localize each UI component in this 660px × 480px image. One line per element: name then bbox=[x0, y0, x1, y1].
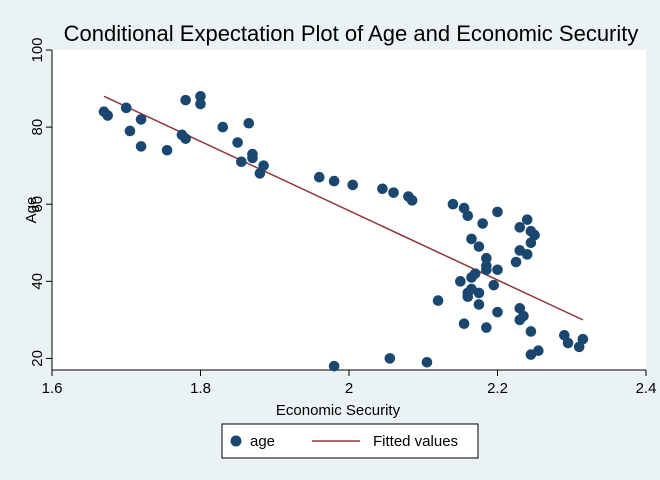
data-point bbox=[477, 218, 488, 229]
data-point bbox=[462, 291, 474, 303]
data-point bbox=[232, 137, 243, 148]
data-point bbox=[328, 360, 340, 372]
x-axis-label: Economic Security bbox=[276, 402, 401, 419]
x-tick-label: 2 bbox=[345, 380, 353, 397]
data-point bbox=[514, 303, 526, 314]
data-point bbox=[473, 241, 485, 252]
legend-label-fitted: Fitted values bbox=[373, 433, 458, 450]
data-point bbox=[481, 322, 492, 333]
y-tick-label: 20 bbox=[29, 350, 46, 367]
data-point bbox=[388, 187, 399, 198]
data-point bbox=[458, 318, 470, 330]
x-tick-label: 1.8 bbox=[190, 380, 211, 397]
data-point bbox=[124, 125, 136, 137]
data-point bbox=[406, 195, 418, 206]
data-point bbox=[347, 179, 359, 191]
data-point bbox=[462, 210, 474, 222]
data-point bbox=[421, 356, 433, 368]
data-point bbox=[195, 98, 206, 110]
data-point bbox=[492, 306, 503, 318]
data-point bbox=[217, 121, 229, 133]
data-point bbox=[473, 287, 485, 299]
data-point bbox=[492, 264, 503, 276]
data-point bbox=[447, 198, 459, 210]
data-point bbox=[577, 333, 589, 345]
data-point bbox=[135, 114, 147, 125]
data-point bbox=[525, 326, 537, 337]
data-point bbox=[243, 117, 255, 129]
data-point bbox=[377, 183, 388, 195]
y-tick-label: 60 bbox=[29, 196, 46, 213]
x-axis-ticks: 1.6 1.8 2 2.2 2.4 bbox=[42, 370, 657, 397]
data-point bbox=[135, 141, 147, 152]
data-point bbox=[384, 353, 396, 364]
data-point bbox=[161, 144, 173, 156]
data-point bbox=[314, 171, 325, 183]
data-point bbox=[488, 279, 500, 291]
data-point bbox=[525, 237, 537, 249]
data-point bbox=[514, 245, 526, 256]
data-point bbox=[120, 102, 132, 114]
data-point bbox=[492, 206, 503, 218]
data-point bbox=[258, 160, 269, 171]
x-tick-label: 2.4 bbox=[636, 380, 657, 397]
data-point bbox=[180, 133, 191, 144]
legend-label-age: age bbox=[250, 433, 275, 450]
legend: age Fitted values bbox=[221, 423, 479, 459]
data-point bbox=[521, 214, 533, 225]
data-point bbox=[533, 345, 544, 357]
age-series bbox=[98, 90, 589, 372]
x-tick-label: 2.2 bbox=[487, 380, 508, 397]
chart-title: Conditional Expectation Plot of Age and … bbox=[64, 21, 639, 46]
data-point bbox=[236, 156, 247, 168]
y-axis-label: Age bbox=[23, 197, 40, 224]
data-point bbox=[102, 110, 113, 121]
y-tick-label: 80 bbox=[29, 119, 46, 136]
x-tick-label: 1.6 bbox=[42, 380, 63, 397]
y-tick-label: 40 bbox=[29, 273, 46, 290]
data-point bbox=[466, 233, 477, 245]
data-point bbox=[473, 299, 485, 310]
data-point bbox=[514, 222, 526, 233]
legend-marker-age bbox=[230, 435, 242, 447]
data-point bbox=[328, 175, 340, 187]
data-point bbox=[432, 295, 444, 306]
data-point bbox=[510, 256, 522, 268]
data-point bbox=[481, 252, 492, 264]
data-point bbox=[247, 152, 258, 164]
y-tick-label: 100 bbox=[29, 37, 46, 62]
data-point bbox=[562, 337, 574, 349]
data-point bbox=[469, 268, 481, 279]
data-point bbox=[180, 94, 191, 106]
data-point bbox=[455, 276, 466, 287]
data-point bbox=[195, 90, 206, 102]
data-point bbox=[481, 260, 492, 272]
y-axis-ticks: 20 40 60 80 100 bbox=[29, 37, 52, 367]
